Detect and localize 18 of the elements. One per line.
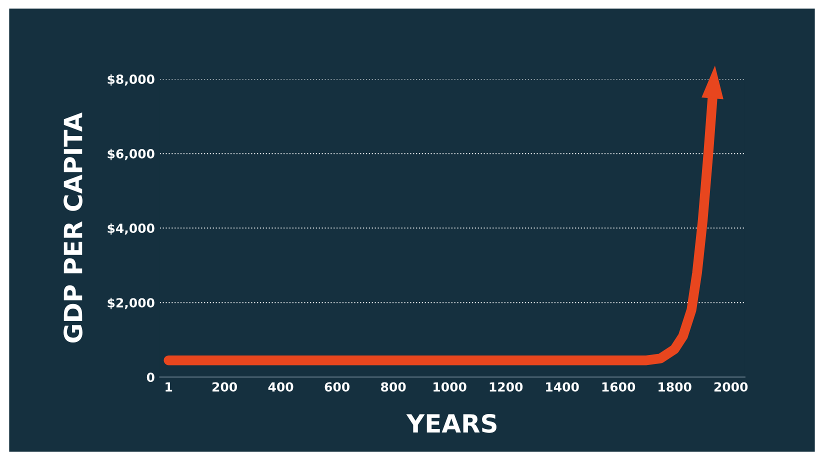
x-tick-label: 1200: [490, 382, 523, 392]
x-tick-label: 800: [381, 382, 406, 392]
x-tick-label: 400: [268, 382, 294, 392]
y-tick-label: $6,000: [108, 148, 154, 160]
x-tick-label: 1000: [434, 382, 466, 392]
x-tick-label: 1: [166, 382, 172, 392]
x-tick-label: 200: [212, 382, 237, 392]
y-axis-title: GDP PER CAPITA: [64, 112, 82, 343]
x-tick-label: 600: [324, 382, 350, 392]
x-tick-label: 1400: [546, 382, 579, 392]
x-tick-label: 2000: [714, 382, 748, 392]
y-tick-label: 0: [146, 372, 154, 382]
x-tick-label: 1600: [602, 382, 636, 392]
x-axis-title: YEARS: [406, 414, 496, 433]
x-tick-label: 1800: [658, 382, 692, 392]
y-tick-label: $8,000: [108, 74, 154, 86]
y-tick-label: $2,000: [108, 298, 154, 310]
y-tick-label: $4,000: [108, 223, 154, 235]
